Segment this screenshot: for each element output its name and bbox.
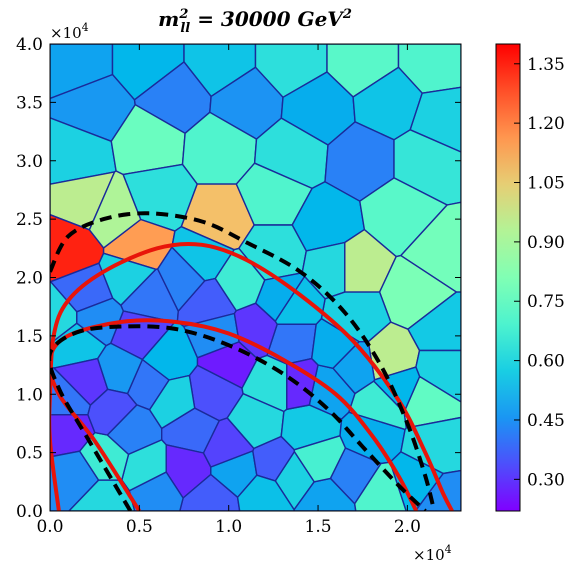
voronoi-cells — [50, 44, 461, 511]
colorbar-axis: 0.30 0.45 0.60 0.75 0.90 1.05 1.20 1.35 — [514, 55, 565, 490]
x-tick-label: 2.0 — [394, 517, 421, 537]
x-tick-label: 1.0 — [215, 517, 242, 537]
voronoi-cell — [148, 374, 196, 430]
colorbar — [495, 43, 521, 512]
y-axis: 0.0 0.5 1.0 1.5 2.0 2.5 3.0 3.5 4.0 — [16, 35, 461, 522]
x-axis: 0.0 0.5 1.0 1.5 2.0 — [36, 44, 421, 537]
colorbar-tick-label: 0.30 — [527, 470, 565, 490]
dashed-contour-2 — [50, 211, 437, 511]
y-tick-label: 3.0 — [16, 152, 43, 172]
chart-title: m2 ll = 30000 GeV2 — [158, 7, 352, 36]
colorbar-tick-label: 1.20 — [527, 114, 565, 134]
voronoi-cell — [236, 474, 295, 511]
y-tick-label: 2.5 — [16, 210, 43, 230]
y-axis-multiplier: ×104 — [50, 21, 89, 42]
y-tick-label: 1.5 — [16, 327, 43, 347]
colorbar-tick-label: 0.75 — [527, 292, 565, 312]
voronoi-cell — [50, 366, 92, 416]
voronoi-cell — [354, 461, 407, 511]
x-tick-label: 0.5 — [126, 517, 153, 537]
voronoi-cell — [87, 388, 138, 436]
contour-curves — [50, 211, 454, 511]
y-tick-label: 2.0 — [16, 269, 43, 289]
colorbar-tick-label: 0.90 — [527, 233, 565, 253]
dashed-contour-3 — [50, 324, 427, 511]
y-tick-label: 3.5 — [16, 93, 43, 113]
colorbar-tick-label: 1.35 — [527, 55, 565, 75]
voronoi-cell — [88, 170, 142, 249]
colorbar-tick-label: 0.60 — [527, 352, 565, 372]
y-tick-label: 0.0 — [16, 502, 43, 522]
voronoi-cell — [414, 469, 461, 511]
voronoi-cell — [293, 435, 347, 483]
voronoi-cell — [202, 417, 255, 468]
voronoi-cell — [286, 357, 319, 410]
x-axis-multiplier: ×104 — [413, 543, 452, 564]
solid-contour-1 — [50, 318, 419, 511]
voronoi-cell — [156, 246, 206, 312]
voronoi-cell — [128, 471, 184, 511]
y-tick-label: 1.0 — [16, 385, 43, 405]
y-tick-label: 0.5 — [16, 444, 43, 464]
voronoi-cell — [214, 247, 266, 312]
y-tick-label: 4.0 — [16, 35, 43, 55]
x-tick-label: 1.5 — [305, 517, 332, 537]
colorbar-tick-label: 0.45 — [527, 411, 565, 431]
colorbar-tick-label: 1.05 — [527, 174, 565, 194]
x-tick-label: 0.0 — [36, 517, 63, 537]
